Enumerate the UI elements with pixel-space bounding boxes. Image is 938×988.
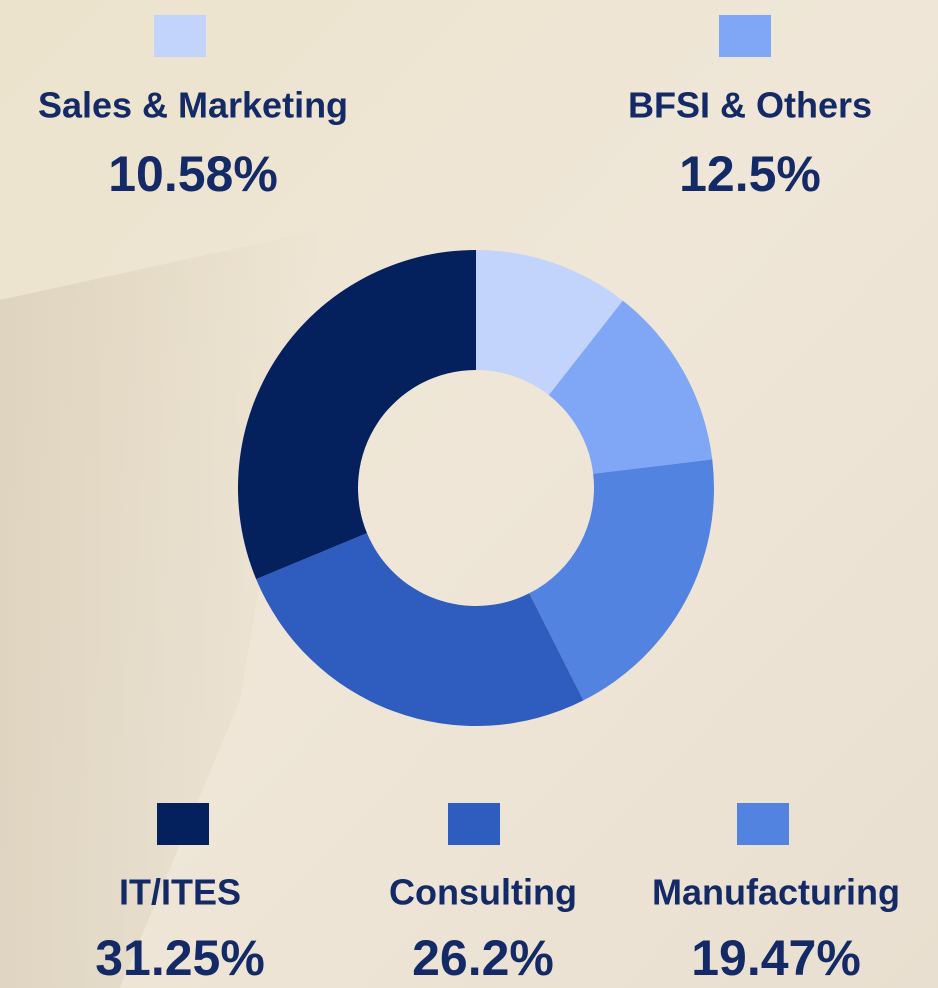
value-label: 19.47%	[691, 930, 861, 986]
legend-label: Manufacturing	[652, 872, 900, 913]
legend-label: IT/ITES	[119, 872, 241, 913]
legend-swatch	[719, 15, 771, 57]
legend-swatch	[448, 803, 500, 845]
legend-swatch	[737, 803, 789, 845]
legend-label: Consulting	[389, 872, 577, 913]
legend-swatch	[154, 15, 206, 57]
legend-label: Sales & Marketing	[38, 85, 348, 126]
value-label: 12.5%	[679, 146, 821, 202]
value-label: 10.58%	[108, 146, 278, 202]
legend-swatch	[157, 803, 209, 845]
legend-label: BFSI & Others	[628, 85, 872, 126]
chart: Sales & Marketing 10.58% BFSI & Others 12.5…	[0, 0, 938, 988]
value-label: 31.25%	[95, 930, 265, 986]
value-label: 26.2%	[412, 930, 554, 986]
